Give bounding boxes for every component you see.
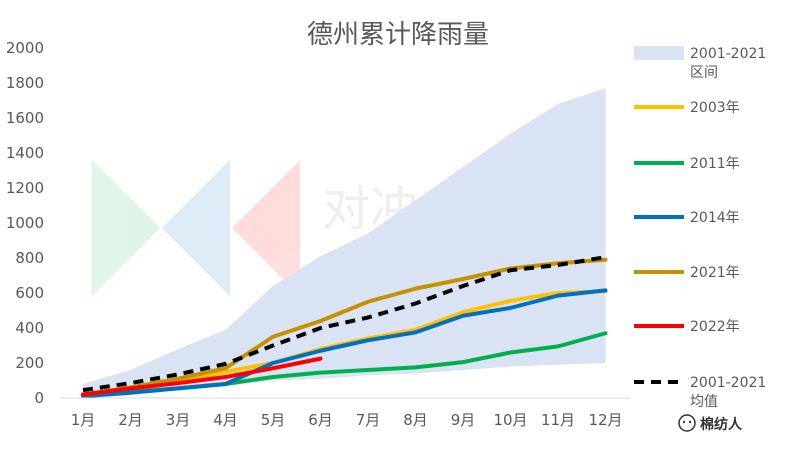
legend-label: 2001-2021 均值 <box>690 375 766 410</box>
x-tick-label: 9月 <box>451 411 476 429</box>
y-tick-label: 1400 <box>6 144 44 162</box>
chart-title: 德州累计降雨量 <box>307 20 489 50</box>
range-band-area <box>83 88 606 398</box>
legend-label-line: 2001-2021 <box>690 46 766 62</box>
legend-label: 2001-2021 区间 <box>690 46 766 81</box>
legend-label-line: 2003年 <box>690 100 740 116</box>
series-line <box>81 356 323 397</box>
y-tick-label: 1600 <box>6 109 44 127</box>
y-tick-label: 600 <box>15 284 44 302</box>
account-name: 棉纺人 <box>700 416 743 433</box>
legend-label: 2014年 <box>690 210 740 226</box>
legend-label: 2003年 <box>690 100 740 116</box>
x-tick-label: 3月 <box>166 411 191 429</box>
watermark-triangle-right <box>232 160 300 296</box>
watermark-triangle-mid <box>162 160 230 296</box>
legend: 2001-2021 区间 2003年 2011年 2014年 2021年 2022年 2001… <box>634 46 766 410</box>
legend-label-line: 2022年 <box>690 319 740 335</box>
y-tick-label: 400 <box>15 319 44 337</box>
series-line <box>81 288 608 399</box>
y-tick-label: 0 <box>34 389 44 407</box>
y-tick-label: 800 <box>15 249 44 267</box>
legend-label: 2011年 <box>690 156 740 172</box>
watermark: 对冲 <box>92 160 418 296</box>
y-tick-labels: 0 200 400 600 800 1000 1200 1400 1600 1800 2000 <box>6 39 44 407</box>
series-layer <box>81 255 608 399</box>
x-tick-label: 7月 <box>356 411 381 429</box>
x-tick-labels: 1月 2月 3月 4月 5月 6月 7月 8月 9月 10月 11月 12月 <box>71 411 623 429</box>
series-line <box>81 257 608 397</box>
y-tick-label: 1200 <box>6 179 44 197</box>
legend-label-line: 2001-2021 <box>690 375 766 391</box>
legend-label-line: 2014年 <box>690 210 740 226</box>
x-tick-label: 1月 <box>71 411 96 429</box>
y-tick-label: 2000 <box>6 39 44 57</box>
axes: 德州累计降雨量 0 200 400 600 800 1000 1200 1400 1600 180… <box>6 20 630 429</box>
y-tick-label: 1000 <box>6 214 44 232</box>
legend-label: 2022年 <box>690 319 740 335</box>
legend-label-line: 均值 <box>690 394 718 410</box>
y-tick-label: 200 <box>15 354 44 372</box>
legend-swatch <box>634 46 684 60</box>
range-band <box>83 88 606 398</box>
x-tick-label: 6月 <box>308 411 333 429</box>
account-watermark: 棉纺人 <box>678 414 743 433</box>
legend-label-line: 2021年 <box>690 265 740 281</box>
x-tick-label: 5月 <box>261 411 286 429</box>
x-tick-label: 10月 <box>493 411 527 429</box>
series-line <box>82 255 606 393</box>
watermark-triangle-left <box>92 160 160 296</box>
y-tick-label: 1800 <box>6 74 44 92</box>
x-tick-label: 8月 <box>403 411 428 429</box>
wechat-icon-dot <box>688 420 692 424</box>
x-tick-label: 2月 <box>118 411 143 429</box>
x-tick-label: 11月 <box>541 411 575 429</box>
wechat-icon-dot <box>682 420 686 424</box>
x-tick-label: 12月 <box>588 411 622 429</box>
legend-label: 2021年 <box>690 265 740 281</box>
wechat-icon <box>678 414 696 432</box>
legend-label-line: 区间 <box>690 65 718 81</box>
x-tick-label: 4月 <box>213 411 238 429</box>
legend-label-line: 2011年 <box>690 156 740 172</box>
